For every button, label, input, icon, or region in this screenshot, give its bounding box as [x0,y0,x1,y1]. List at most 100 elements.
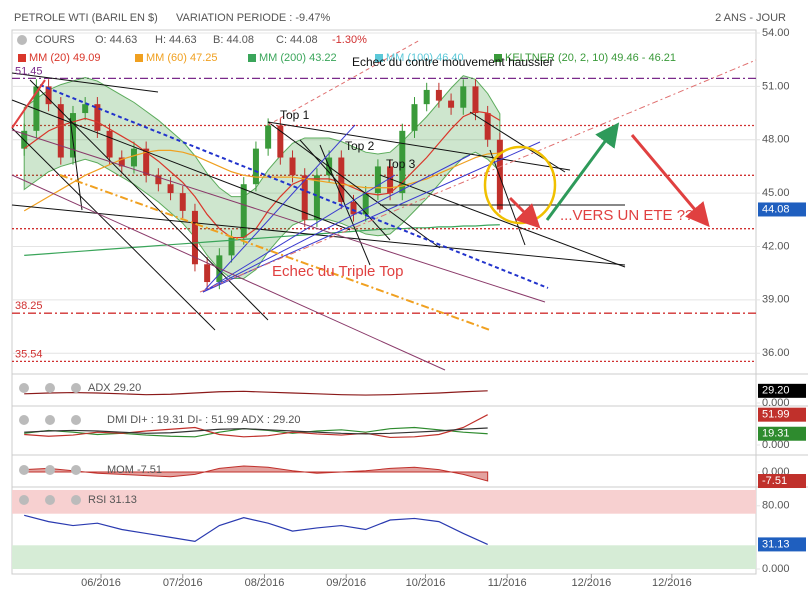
candle-body [313,175,320,220]
chart-title: PETROLE WTI (BARIL EN $) [14,12,158,24]
annotation: Top 3 [386,157,416,171]
candle-body [435,89,442,101]
candle-body [94,104,101,131]
quote-value: COURS [35,34,75,46]
y-tick-label: 80.00 [762,500,790,512]
moving-average [24,224,500,256]
settings-icon [45,415,55,425]
x-tick-label: 10/2016 [406,577,446,589]
candle-body [45,86,52,105]
candle-body [69,113,76,158]
candle-body [374,166,381,194]
price-badge [758,407,806,422]
annotation: ...VERS UN ETE ??? [560,207,702,224]
candle-body [167,184,174,194]
annotation: Top 1 [280,108,310,122]
y-tick-label: 45.00 [762,187,790,199]
price-badge [758,537,806,552]
y-tick-label: 0.000 [762,439,790,451]
y-tick-label: 42.00 [762,240,790,252]
candle-body [240,184,247,238]
zone [12,545,756,569]
candle-body [57,104,64,158]
move-icon [71,465,81,475]
x-tick-label: 12/2016 [652,577,692,589]
close-icon [19,465,29,475]
moving-average [23,110,501,239]
indicator-title: ADX 29.20 [88,382,141,394]
annotation: Echec du Triple Top [272,263,403,280]
settings-icon [45,383,55,393]
candle-body [82,104,89,114]
price-badge [758,474,806,489]
settings-icon [45,495,55,505]
candle-body [301,175,308,220]
candle-body [338,157,345,202]
level-label: 51.45 [15,65,43,77]
candle-body [118,157,125,167]
legend-label: MM (60) 47.25 [146,52,218,64]
candle-body [399,130,406,194]
candle-body [362,193,369,215]
move-icon [71,495,81,505]
candle-body [252,148,259,185]
indicator-line [24,514,488,545]
price-badge [758,383,806,398]
candle-body [289,157,296,176]
indicator-line [24,427,488,435]
y-tick-label: 51.00 [762,80,790,92]
candle-body [472,86,479,114]
legend-swatch [18,54,26,62]
x-tick-label: 08/2016 [245,577,285,589]
price-badge-label: 51.99 [762,409,790,421]
zone [12,490,756,514]
candle-body [350,202,357,215]
level-label: 35.54 [15,348,43,360]
x-tick-label: 09/2016 [326,577,366,589]
candle-body [496,139,503,210]
close-icon [19,495,29,505]
candle-body [33,86,40,131]
candle-body [484,113,491,140]
indicator-title: MOM -7.51 [107,464,162,476]
drawings [11,39,757,371]
y-tick-label: 0.000 [762,563,790,575]
candle-body [277,125,284,158]
indicator-title: DMI DI+ : 19.31 DI- : 51.99 ADX : 29.20 [107,414,301,426]
x-tick-label: 12/2016 [571,577,611,589]
plot [12,32,760,578]
legend-label: MM (100) 46.40 [386,52,464,64]
y-tick-label: 39.00 [762,294,790,306]
price-badge-label: 31.13 [762,538,790,550]
y-tick-label: 36.00 [762,347,790,359]
annotation: Top 2 [345,139,375,153]
price-badge-label: 29.20 [762,385,790,397]
candle-body [411,104,418,131]
close-icon [19,383,29,393]
indicator-title: RSI 31.13 [88,494,137,506]
price-badge [758,202,806,217]
legend-label: MM (200) 43.22 [259,52,337,64]
legend-label: KELTNER (20, 2, 10) 49.46 - 46.21 [505,52,676,64]
legend-swatch [375,54,383,62]
y-tick-label: 48.00 [762,134,790,146]
x-tick-label: 11/2016 [488,577,527,589]
candle-body [460,86,467,108]
frame [11,29,757,575]
move-icon [71,415,81,425]
quote-value: O: 44.63 [95,34,137,46]
candle-body [143,148,150,176]
legend-label: MM (20) 49.09 [29,52,101,64]
period: 2 ANS - JOUR [715,12,786,24]
legend-swatch [494,54,502,62]
quote-value: B: 44.08 [213,34,254,46]
level-label: 38.25 [15,300,43,312]
legend-swatch [135,54,143,62]
labels: 36.00 39.00 42.00 45.00 48.00 51.00 54.00 06/20… [15,27,806,589]
panel-separators [12,373,808,488]
candle-body [179,193,186,211]
candle-body [130,148,137,167]
candle-body [265,125,272,149]
annotation: Echec du contre mouvement haussier [352,55,553,69]
close-icon [19,415,29,425]
